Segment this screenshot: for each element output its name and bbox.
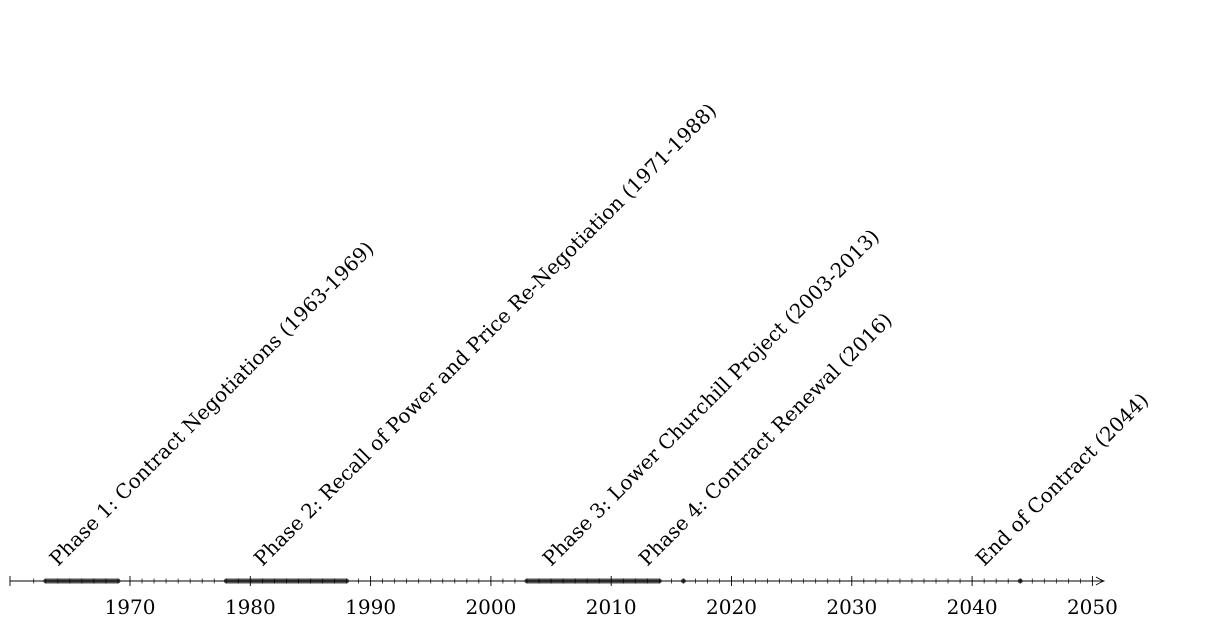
tick-label-2040: 2040 bbox=[947, 595, 998, 618]
axis-ticks bbox=[33, 576, 1093, 586]
tick-label-2010: 2010 bbox=[586, 595, 637, 618]
phase-label-5: End of Contract (2044) bbox=[971, 388, 1154, 571]
tick-label-1970: 1970 bbox=[105, 595, 156, 618]
tick-label-2030: 2030 bbox=[826, 595, 877, 618]
tick-label-1990: 1990 bbox=[345, 595, 396, 618]
timeline-axis bbox=[9, 576, 1106, 586]
phase-labels: Phase 1: Contract Negotiations (1963-196… bbox=[44, 98, 1153, 570]
phase-label-1: Phase 1: Contract Negotiations (1963-196… bbox=[44, 236, 378, 570]
tick-label-2050: 2050 bbox=[1067, 595, 1118, 618]
axis-arrow bbox=[1095, 576, 1106, 586]
tick-label-2000: 2000 bbox=[465, 595, 516, 618]
axis-tick-labels: 1970 1980 1990 2000 2010 2020 2030 2040 2050 bbox=[105, 595, 1118, 618]
phase-label-2: Phase 2: Recall of Power and Price Re-Ne… bbox=[249, 98, 721, 570]
tick-label-2020: 2020 bbox=[706, 595, 757, 618]
tick-label-1980: 1980 bbox=[225, 595, 276, 618]
phase-label-3: Phase 3: Lower Churchill Project (2003-2… bbox=[538, 224, 884, 570]
